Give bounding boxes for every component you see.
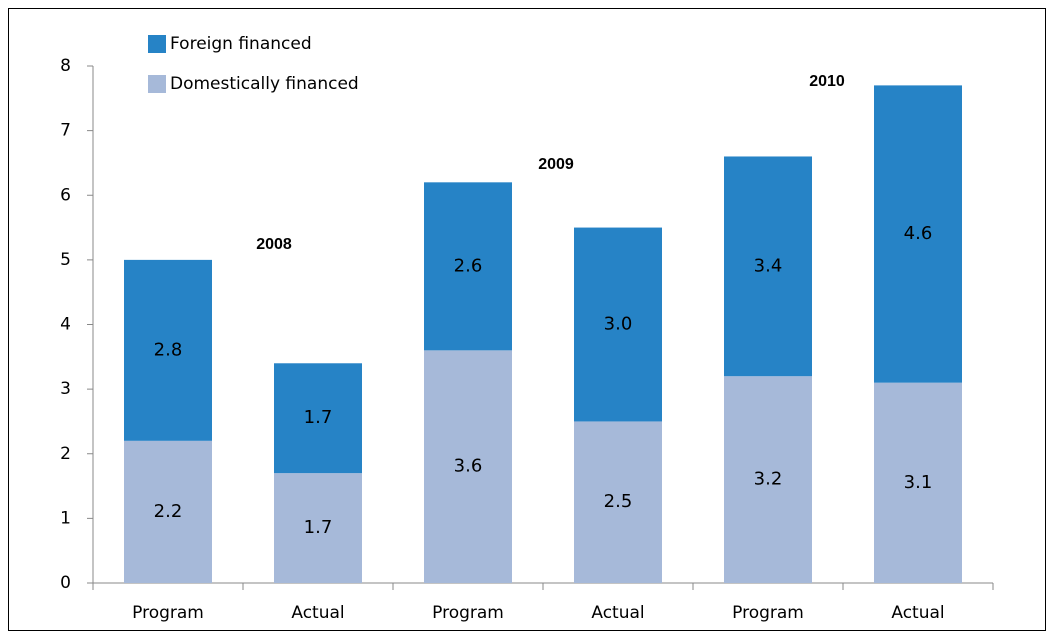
bar-segment — [574, 421, 662, 583]
legend-label: Foreign financed — [170, 34, 312, 54]
x-tick-label: Actual — [891, 603, 944, 623]
bar-segment — [724, 376, 812, 583]
y-tick-label: 1 — [60, 508, 71, 528]
y-tick-label: 6 — [60, 185, 71, 205]
bar-segment — [724, 156, 812, 377]
legend-label: Domestically financed — [170, 74, 359, 94]
x-tick-label: Program — [432, 603, 504, 623]
legend-swatch — [148, 75, 166, 93]
value-label: 2.8 — [154, 339, 183, 360]
y-tick-label: 3 — [60, 379, 71, 399]
value-label: 4.6 — [904, 223, 933, 244]
y-tick-label: 5 — [60, 250, 71, 270]
value-label: 3.1 — [904, 472, 933, 493]
bar-segment — [274, 363, 362, 474]
value-label: 1.7 — [304, 517, 333, 538]
x-tick-label: Program — [732, 603, 804, 623]
x-tick-label: Actual — [291, 603, 344, 623]
x-tick-label: Actual — [591, 603, 644, 623]
y-tick-label: 2 — [60, 444, 71, 464]
bar-segment — [424, 350, 512, 583]
annotation: 2009 — [538, 156, 574, 173]
bar-segment — [874, 382, 962, 583]
bar-segment — [124, 440, 212, 583]
value-label: 1.7 — [304, 407, 333, 428]
annotation: 2008 — [256, 236, 292, 253]
value-label: 3.6 — [454, 456, 483, 477]
value-label: 2.2 — [154, 501, 183, 522]
bar-segment — [274, 473, 362, 583]
legend-swatch — [148, 35, 166, 53]
x-tick-label: Program — [132, 603, 204, 623]
y-tick-label: 0 — [60, 573, 71, 593]
y-tick-label: 4 — [60, 315, 71, 335]
value-label: 3.4 — [754, 255, 783, 276]
bar-segment — [574, 227, 662, 422]
value-label: 2.6 — [454, 255, 483, 276]
y-tick-label: 7 — [60, 121, 71, 141]
bar-segment — [424, 182, 512, 351]
value-label: 2.5 — [604, 491, 633, 512]
bar-segment — [124, 259, 212, 441]
y-tick-label: 8 — [60, 56, 71, 76]
annotation: 2010 — [809, 73, 845, 90]
value-label: 3.2 — [754, 469, 783, 490]
bar-segment — [874, 85, 962, 383]
value-label: 3.0 — [604, 314, 633, 335]
